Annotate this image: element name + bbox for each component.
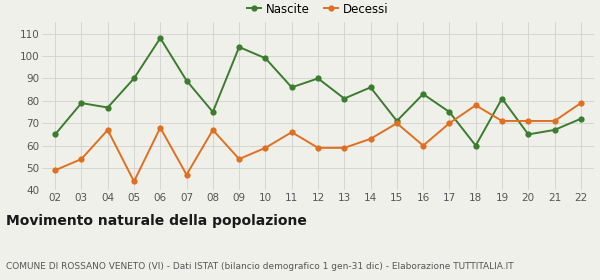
Legend: Nascite, Decessi: Nascite, Decessi	[242, 0, 394, 20]
Text: Movimento naturale della popolazione: Movimento naturale della popolazione	[6, 214, 307, 228]
Text: COMUNE DI ROSSANO VENETO (VI) - Dati ISTAT (bilancio demografico 1 gen-31 dic) -: COMUNE DI ROSSANO VENETO (VI) - Dati IST…	[6, 262, 514, 271]
